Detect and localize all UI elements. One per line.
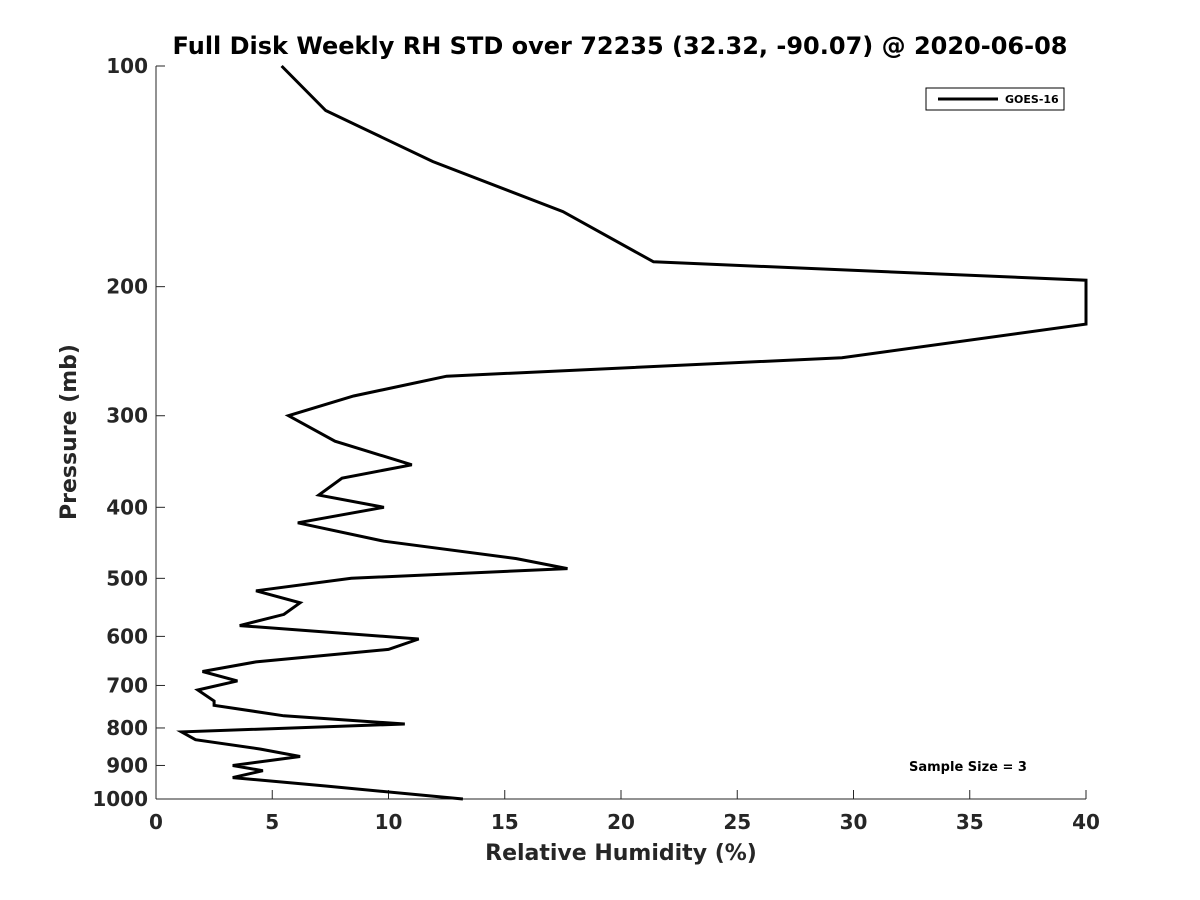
series-line-goes-16: [176, 64, 1088, 801]
x-axis-ticks: 0 5 10 15 20 25 30 35 40: [149, 790, 1100, 834]
x-tick-label-0: 0: [149, 810, 163, 834]
y-tick-label-800: 800: [106, 716, 148, 740]
x-tick-label-25: 25: [723, 810, 751, 834]
y-tick-label-1000: 1000: [92, 787, 148, 811]
x-tick-label-15: 15: [491, 810, 519, 834]
x-tick-label-35: 35: [956, 810, 984, 834]
y-tick-label-900: 900: [106, 753, 148, 777]
y-tick-label-200: 200: [106, 275, 148, 299]
y-tick-label-700: 700: [106, 673, 148, 697]
x-tick-label-30: 30: [840, 810, 868, 834]
x-tick-label-40: 40: [1072, 810, 1100, 834]
y-axis-label: Pressure (mb): [57, 344, 82, 520]
x-tick-label-10: 10: [375, 810, 403, 834]
y-tick-label-300: 300: [106, 404, 148, 428]
sample-size-annotation: Sample Size = 3: [909, 760, 1027, 775]
y-tick-label-500: 500: [106, 566, 148, 590]
y-tick-label-100: 100: [106, 54, 148, 78]
y-tick-label-600: 600: [106, 624, 148, 648]
series-layer: [176, 64, 1088, 801]
y-axis-ticks: 100 200 300 400 500 600 700 800 900 1000: [92, 54, 165, 811]
legend: GOES-16: [925, 87, 1065, 111]
x-tick-label-5: 5: [265, 810, 279, 834]
legend-label-goes-16: GOES-16: [1005, 93, 1059, 106]
x-axis-label: Relative Humidity (%): [485, 841, 757, 866]
chart-title: Full Disk Weekly RH STD over 72235 (32.3…: [173, 32, 1068, 60]
x-tick-label-20: 20: [607, 810, 635, 834]
y-tick-label-400: 400: [106, 495, 148, 519]
